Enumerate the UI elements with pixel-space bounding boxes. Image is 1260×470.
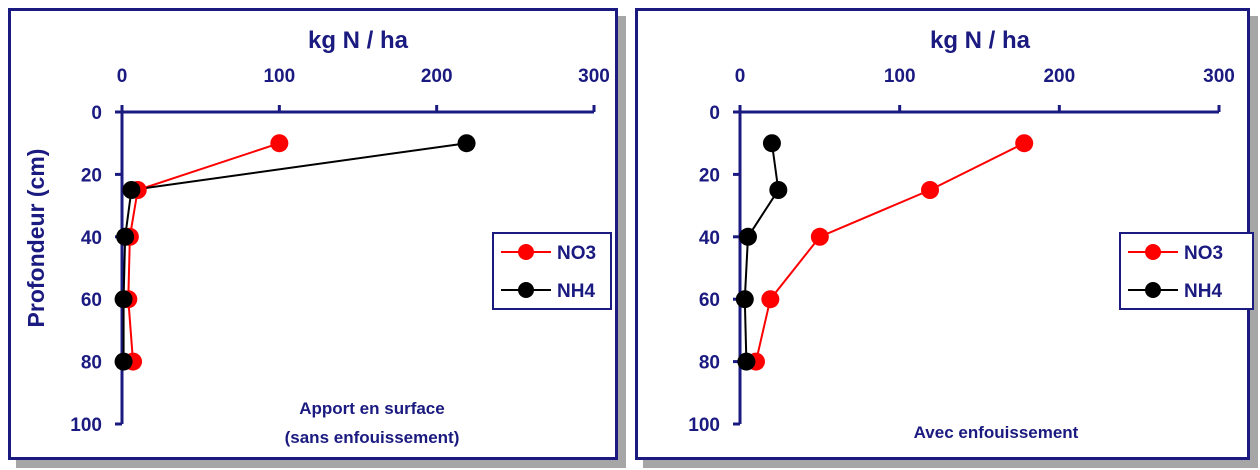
- legend-label-nh4: NH4: [557, 281, 595, 302]
- series-line-nh4: [122, 142, 467, 362]
- series-line-no3: [754, 142, 1025, 362]
- legend-label-no3: NO3: [557, 243, 596, 264]
- legend-box: [492, 232, 612, 310]
- x-axis-title: kg N / ha: [930, 27, 1031, 54]
- legend-box: [1119, 232, 1254, 310]
- x-tick-label: 0: [117, 66, 128, 87]
- data-point-nh4: [122, 181, 141, 199]
- data-point-no3: [810, 227, 829, 246]
- y-tick-label: 40: [81, 228, 102, 249]
- series-line-no3: [127, 142, 280, 362]
- chart-enfouissement: 0 100 200 300 0 20 40 60 80 100 kg N / ha Avec enfo…: [688, 27, 1254, 442]
- legend-marker-nh4: [1145, 282, 1161, 298]
- data-point-nh4: [737, 352, 756, 371]
- x-tick-label: 200: [421, 66, 453, 87]
- y-tick-label: 0: [709, 103, 720, 124]
- chart-annotation: Apport en surface: [299, 399, 444, 418]
- data-point-nh4: [457, 134, 476, 153]
- data-point-nh4: [762, 134, 781, 153]
- legend-marker-nh4: [518, 282, 534, 298]
- x-tick-label: 100: [263, 66, 295, 87]
- chart-annotation: Avec enfouissement: [914, 423, 1079, 442]
- x-tick-label: 0: [735, 66, 746, 87]
- data-point-nh4: [114, 290, 133, 309]
- data-point-no3: [761, 290, 780, 309]
- legend-label-no3: NO3: [1184, 243, 1223, 264]
- legend-label-nh4: NH4: [1184, 281, 1222, 302]
- legend-marker-no3: [1145, 244, 1161, 260]
- chart-annotation: (sans enfouissement): [285, 428, 460, 447]
- data-point-nh4: [735, 290, 754, 309]
- legend-marker-no3: [518, 244, 534, 260]
- x-tick-label: 300: [1203, 66, 1235, 87]
- series-line-nh4: [743, 143, 780, 362]
- y-axis-title: Profondeur (cm): [23, 149, 49, 328]
- data-point-nh4: [114, 352, 133, 371]
- data-point-nh4: [116, 227, 135, 246]
- x-tick-label: 200: [1043, 66, 1075, 87]
- data-point-no3: [270, 134, 289, 153]
- data-point-no3: [921, 181, 940, 199]
- y-tick-label: 80: [699, 353, 720, 374]
- x-axis-title: kg N / ha: [308, 27, 409, 54]
- y-tick-label: 60: [81, 290, 102, 311]
- data-point-no3: [1015, 134, 1034, 153]
- data-point-nh4: [738, 227, 757, 246]
- y-tick-label: 20: [81, 165, 102, 186]
- y-tick-label: 0: [91, 103, 102, 124]
- y-tick-label: 20: [699, 165, 720, 186]
- data-point-nh4: [769, 181, 788, 199]
- y-tick-label: 100: [70, 415, 102, 436]
- x-tick-label: 100: [884, 66, 916, 87]
- chart-surface: 0 100 200 300 0 20 40 60 80 100 kg N / ha Profondeu…: [23, 27, 612, 447]
- x-tick-label: 300: [578, 66, 610, 87]
- y-tick-label: 80: [81, 353, 102, 374]
- y-tick-label: 60: [699, 290, 720, 311]
- y-tick-label: 100: [688, 415, 720, 436]
- y-tick-label: 40: [699, 228, 720, 249]
